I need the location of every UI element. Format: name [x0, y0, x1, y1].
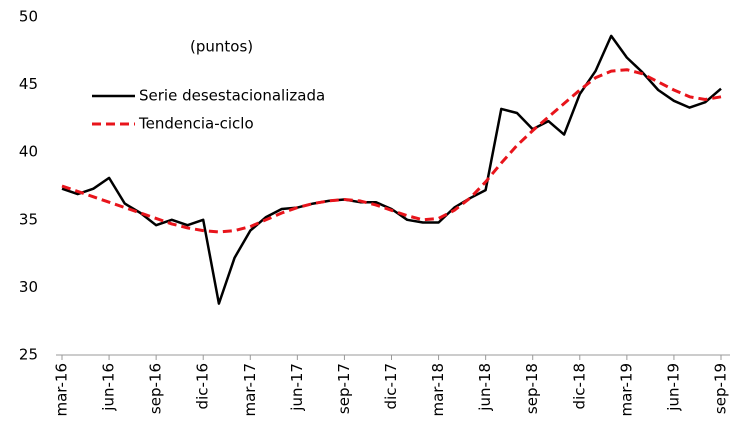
annotation: (puntos): [190, 38, 253, 56]
x-tick-label: jun-17: [288, 363, 306, 412]
x-tick-label: mar-19: [617, 363, 635, 417]
x-tick-label: mar-17: [241, 363, 259, 417]
y-tick-label: 40: [19, 143, 38, 161]
x-tick-label: sep-19: [712, 363, 730, 414]
x-tick-label: sep-16: [147, 363, 165, 414]
legend-label: Tendencia-ciclo: [138, 115, 254, 133]
y-tick-label: 35: [19, 210, 38, 228]
x-tick-label: jun-16: [100, 363, 118, 412]
x-tick-label: mar-18: [429, 363, 447, 417]
y-tick-label: 45: [19, 75, 38, 93]
series-line: [61, 68, 722, 234]
x-tick-label: mar-16: [53, 363, 71, 417]
y-tick-label: 25: [19, 346, 38, 364]
y-tick-label: 50: [19, 8, 38, 26]
x-tick-label: dic-18: [570, 363, 588, 409]
y-tick-label: 30: [19, 278, 38, 296]
series-line: [61, 34, 722, 305]
x-tick-label: sep-17: [335, 363, 353, 414]
x-tick-label: jun-19: [664, 363, 682, 412]
x-tick-label: dic-16: [194, 363, 212, 409]
x-tick-label: dic-17: [382, 363, 400, 409]
legend-label: Serie desestacionalizada: [139, 87, 325, 105]
x-tick-label: jun-18: [476, 363, 494, 412]
x-tick-label: sep-18: [523, 363, 541, 414]
